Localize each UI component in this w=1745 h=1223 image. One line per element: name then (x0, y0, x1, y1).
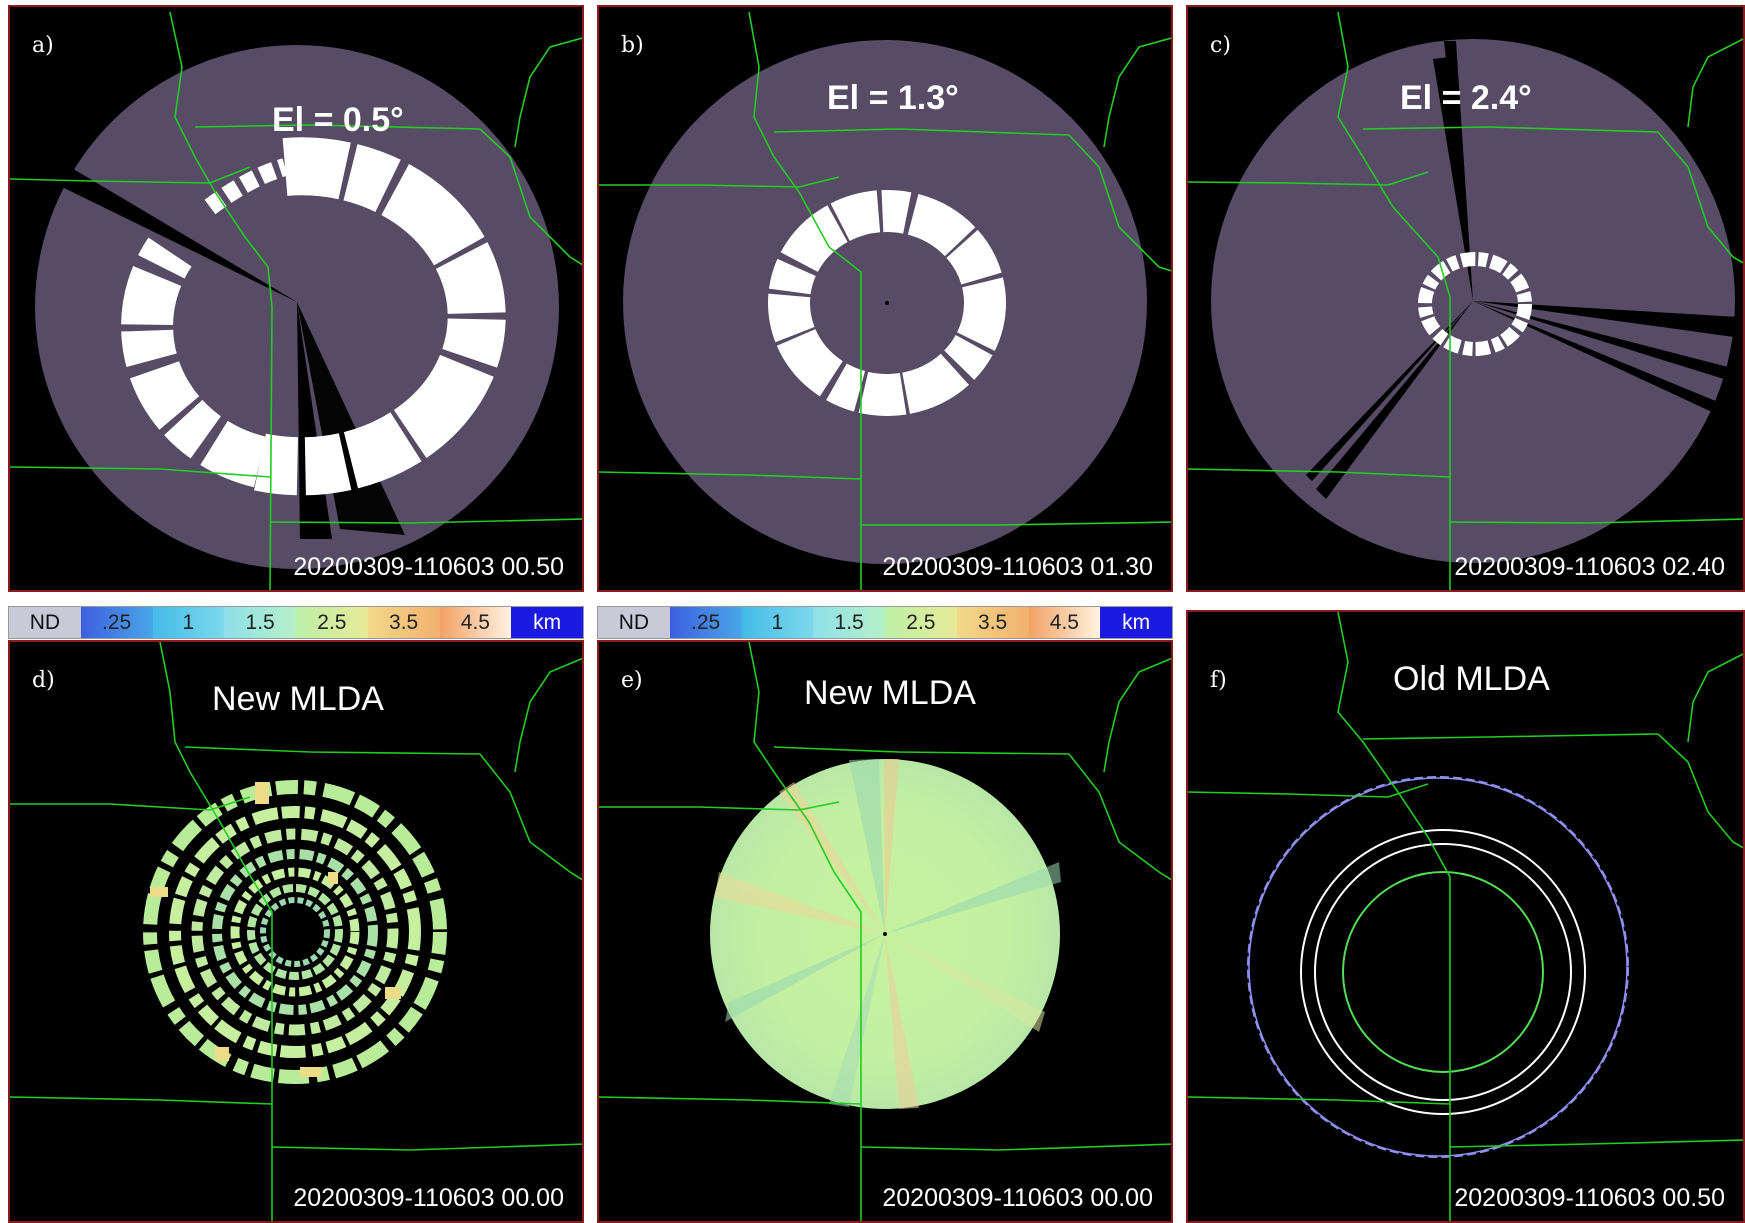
colorbar-right: ND .25 1 1.5 2.5 3.5 4.5 km (597, 606, 1173, 639)
state-borders (599, 11, 1171, 590)
panel-letter: a) (32, 33, 54, 58)
panel-c: c) El = 2.4° 20200309-110603 02.40 (1186, 5, 1745, 592)
colorbar-label: .25 (80, 607, 153, 638)
state-borders (599, 642, 1171, 1221)
panel-letter: f) (1210, 668, 1227, 693)
radar-view-c (1188, 11, 1743, 590)
radar-site (885, 301, 889, 305)
panel-d: d) New MLDA 20200309-110603 00.00 (8, 640, 584, 1223)
panel-e: e) New MLDA 20200309-110603 00.00 (597, 640, 1173, 1223)
radar-site (883, 932, 887, 936)
radar-view-d (10, 642, 582, 1221)
blockage-wedge (1306, 301, 1473, 481)
blockage-wedge (1444, 41, 1473, 301)
state-borders (1188, 612, 1743, 1221)
colorbar-label: 1 (152, 607, 225, 638)
colorbar-left: ND .25 1 1.5 2.5 3.5 4.5 km (8, 606, 584, 639)
state-borders (10, 11, 582, 590)
panel-letter: c) (1210, 33, 1231, 58)
radar-view-b (599, 11, 1171, 590)
elevation-label: El = 1.3° (827, 79, 959, 117)
elevation-label: El = 2.4° (1400, 79, 1532, 117)
radar-view-a (10, 11, 582, 590)
mlda-streaks (715, 759, 1061, 1109)
elevation-label: El = 0.5° (272, 101, 404, 139)
state-borders (10, 642, 582, 1221)
timestamp: 20200309-110603 00.00 (293, 1184, 564, 1212)
timestamp: 20200309-110603 01.30 (882, 553, 1153, 581)
method-label: Old MLDA (1393, 660, 1550, 698)
radar-view-f (1188, 612, 1743, 1221)
echo-ring (1418, 252, 1532, 356)
colorbar-label: 1.5 (813, 607, 885, 638)
colorbar-label: .25 (669, 607, 742, 638)
blockage-wedge (1473, 301, 1728, 379)
mlda-patches (150, 782, 401, 1077)
blockage-wedge (1473, 301, 1738, 337)
panel-letter: e) (621, 668, 643, 693)
mlda-contours (1247, 776, 1629, 1158)
blockage-wedge (1473, 301, 1718, 412)
timestamp: 20200309-110603 00.50 (1454, 1184, 1725, 1212)
colorbar-label: 3.5 (367, 607, 440, 638)
colorbar-label: ND (9, 607, 81, 638)
mlda-rings (143, 780, 447, 1084)
colorbar-label: ND (598, 607, 670, 638)
colorbar-label: 4.5 (1028, 607, 1101, 638)
timestamp: 20200309-110603 00.00 (882, 1184, 1153, 1212)
echo-ring (204, 158, 288, 215)
timestamp: 20200309-110603 02.40 (1454, 553, 1725, 581)
blockage-wedge (1316, 301, 1473, 499)
colorbar-unit: km (511, 607, 583, 638)
colorbar-label: 1 (741, 607, 814, 638)
colorbar-label: 2.5 (296, 607, 368, 638)
panel-letter: b) (621, 33, 644, 58)
echo-ring (768, 190, 1006, 416)
radar-view-e (599, 642, 1171, 1221)
colorbar-label: 3.5 (956, 607, 1029, 638)
blockage-wedge (1433, 57, 1473, 301)
colorbar-label: 4.5 (439, 607, 512, 638)
echo-ring (254, 137, 506, 496)
blockage-wedge (58, 167, 297, 302)
panel-letter: d) (32, 668, 55, 693)
echo-ring (121, 237, 267, 488)
method-label: New MLDA (804, 674, 976, 712)
colorbar-label: 1.5 (224, 607, 296, 638)
state-borders (1188, 11, 1743, 590)
colorbar-unit: km (1100, 607, 1172, 638)
timestamp: 20200309-110603 00.50 (293, 553, 564, 581)
panel-a: a) El = 0.5° 20200309-110603 00.50 (8, 5, 584, 592)
panel-b: b) El = 1.3° 20200309-110603 01.30 (597, 5, 1173, 592)
colorbar-label: 2.5 (885, 607, 957, 638)
coverage-disc (623, 40, 1147, 564)
method-label: New MLDA (212, 680, 384, 718)
panel-f: f) Old MLDA 20200309-110603 00.50 (1186, 610, 1745, 1223)
